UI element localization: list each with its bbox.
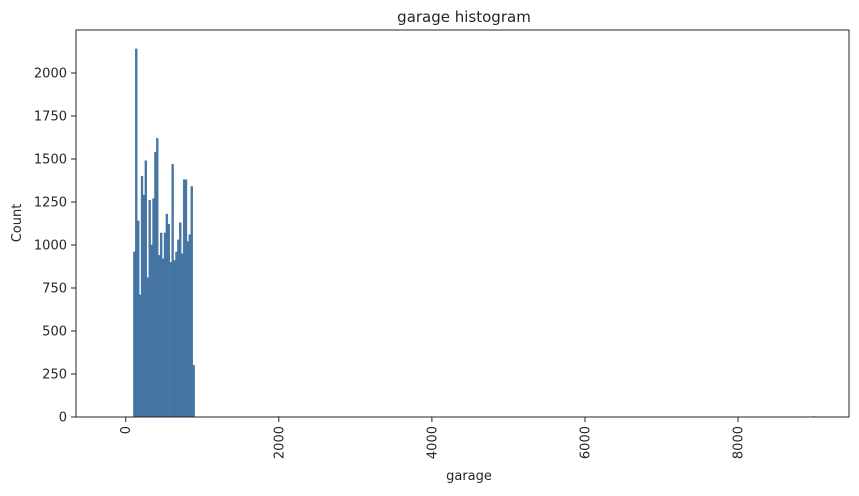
- histogram-bar: [179, 222, 182, 418]
- y-tick-label: 2000: [34, 67, 67, 82]
- x-axis-ticks: 0 2000 4000 6000 8000: [119, 417, 747, 459]
- histogram-bar: [163, 232, 167, 418]
- y-axis-label: Count: [10, 204, 25, 243]
- histogram-bar: [158, 255, 161, 418]
- y-tick-label: 750: [42, 282, 67, 297]
- histogram-bar: [156, 138, 159, 418]
- histogram-bar: [165, 213, 169, 418]
- histogram-bar: [135, 48, 138, 418]
- histogram-bar: [154, 151, 157, 418]
- y-tick-label: 500: [42, 325, 67, 340]
- histogram-bar: [142, 194, 146, 418]
- histogram-bar: [192, 365, 195, 418]
- histogram-bar: [159, 232, 163, 418]
- histogram-bar: [190, 186, 193, 418]
- histogram-bar: [188, 234, 192, 418]
- y-tick-label: 1500: [34, 153, 67, 168]
- histogram-bar: [161, 258, 165, 418]
- x-tick-label: 8000: [732, 426, 747, 459]
- histogram-bar: [186, 241, 190, 418]
- histogram-bar: [138, 294, 142, 418]
- histogram-bar: [182, 179, 186, 418]
- histogram-bar: [144, 160, 147, 418]
- y-tick-label: 1750: [34, 110, 67, 125]
- histogram-bar: [167, 224, 170, 418]
- histogram-bar: [133, 251, 136, 418]
- y-tick-label: 1250: [34, 196, 67, 211]
- histogram-bar: [146, 277, 149, 418]
- y-tick-label: 250: [42, 368, 67, 383]
- y-tick-label: 1000: [34, 239, 67, 254]
- x-tick-label: 4000: [425, 426, 440, 459]
- histogram-bar: [184, 179, 188, 418]
- y-axis-ticks: 0 250 500 750 1000 1250 1500 1750 2000: [34, 67, 76, 426]
- histogram-bar: [177, 239, 180, 418]
- x-tick-label: 2000: [272, 426, 287, 459]
- histogram-bar: [137, 220, 140, 418]
- histogram-bar: [169, 262, 172, 418]
- histogram-bar: [171, 163, 174, 418]
- histogram-bar: [150, 244, 153, 418]
- histogram-bar: [173, 260, 176, 418]
- histogram-bar: [140, 175, 144, 418]
- chart-title: garage histogram: [397, 8, 531, 26]
- x-tick-label: 6000: [578, 426, 593, 459]
- histogram-bar: [152, 198, 155, 418]
- histogram-bar: [181, 253, 184, 418]
- x-tick-label: 0: [119, 426, 134, 434]
- plot-frame: [75, 29, 850, 418]
- y-tick-label: 0: [59, 411, 67, 426]
- bars-group: [133, 48, 815, 418]
- x-axis-label: garage: [446, 469, 492, 484]
- histogram-bar: [148, 200, 151, 418]
- histogram-bar: [175, 251, 178, 418]
